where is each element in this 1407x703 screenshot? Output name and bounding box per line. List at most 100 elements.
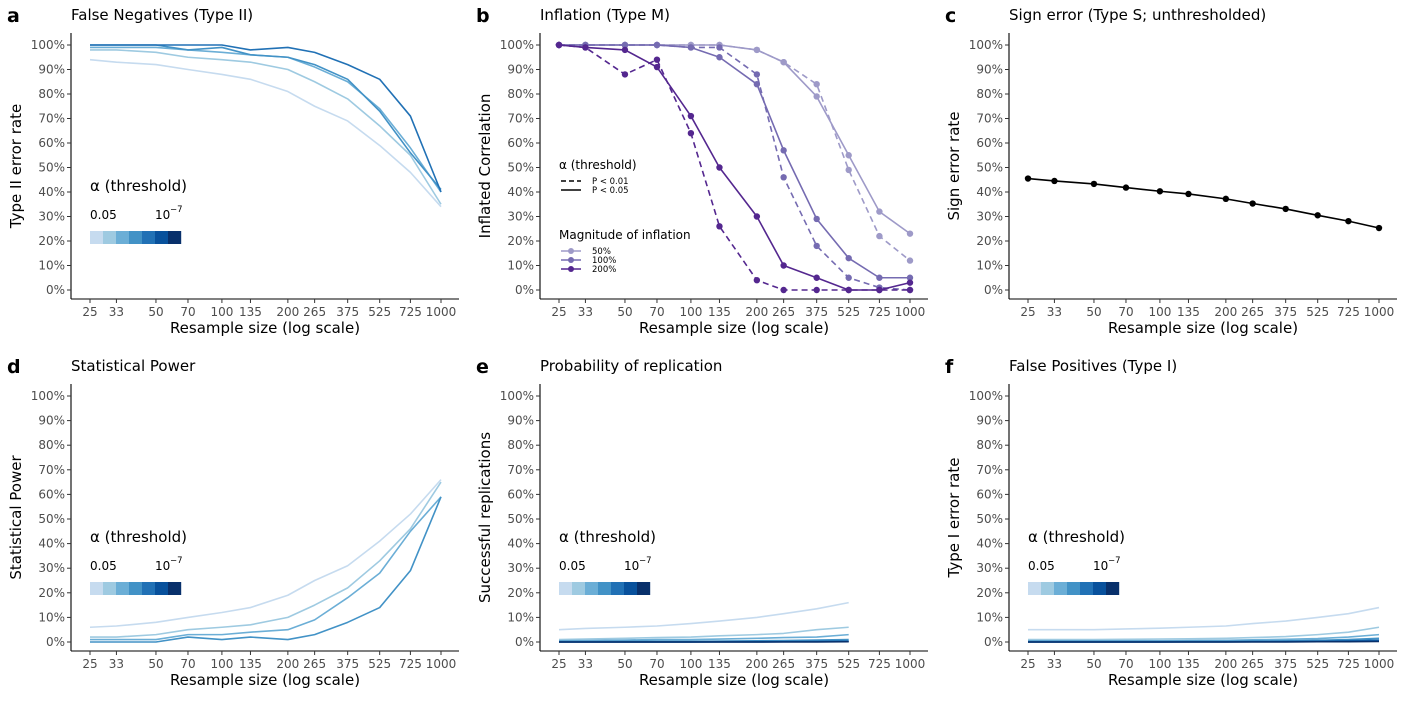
x-axis-title: Resample size (log scale) — [170, 319, 360, 337]
y-tick-label: 80% — [976, 87, 1003, 101]
legend-swatch — [1093, 582, 1107, 595]
y-tick-label: 20% — [507, 586, 534, 600]
x-tick-label: 375 — [336, 657, 359, 671]
magnitude-legend-label: 200% — [592, 265, 616, 275]
legend-label-right-exponent: −7 — [639, 556, 652, 566]
data-point — [1345, 217, 1352, 225]
x-tick-label: 265 — [1241, 657, 1264, 671]
panel-title: False Negatives (Type II) — [71, 6, 253, 24]
alpha-legend: α (threshold) 0.05 10 −7 — [1028, 528, 1125, 595]
data-point — [753, 71, 761, 78]
series-line — [90, 496, 442, 641]
legend-swatch — [585, 582, 599, 595]
series-line — [90, 481, 442, 638]
data-point — [653, 41, 661, 49]
inflation-legend: α (threshold) P < 0.01P < 0.05 Magnitude o… — [559, 158, 691, 275]
y-tick-label: 30% — [976, 210, 1003, 224]
legend-label-left: 0.05 — [90, 208, 117, 222]
y-tick-label: 100% — [500, 38, 534, 52]
data-point — [1090, 180, 1098, 188]
panel-d: d Statistical Power 0% 10% 20% 30% 40% 50% 60% 70… — [7, 356, 459, 689]
y-axis-title: Type I error rate — [945, 458, 963, 579]
series-line — [559, 44, 911, 291]
y-tick-label: 100% — [500, 389, 534, 403]
series-line — [558, 44, 910, 291]
y-tick-label: 80% — [507, 438, 534, 452]
data-point — [687, 130, 695, 137]
data-point — [1185, 190, 1192, 198]
legend-swatch — [624, 582, 638, 595]
x-tick-label: 375 — [1274, 305, 1297, 319]
y-axis-title: Statistical Power — [7, 455, 25, 580]
data-point — [906, 274, 914, 281]
legend-label-right: 10 — [624, 559, 639, 573]
panel-title: Statistical Power — [71, 357, 196, 375]
magnitude-legend-label: 50% — [592, 247, 611, 257]
data-point — [1024, 175, 1032, 182]
y-tick-label: 10% — [976, 610, 1003, 624]
x-tick-label: 25 — [1020, 657, 1035, 671]
y-tick-label: 80% — [38, 87, 65, 101]
data-point — [780, 286, 787, 294]
x-tick-label: 135 — [239, 305, 262, 319]
y-tick-label: 60% — [507, 136, 534, 150]
legend-label-right: 10 — [1093, 559, 1108, 573]
data-point — [780, 262, 787, 269]
x-tick-label: 265 — [303, 305, 326, 319]
series-line — [1028, 606, 1380, 631]
x-tick-label: 25 — [551, 657, 566, 671]
legend-swatch — [103, 231, 117, 244]
series-line — [90, 44, 442, 191]
x-tick-label: 50 — [1086, 657, 1101, 671]
x-tick-label: 265 — [1241, 305, 1264, 319]
x-axis-title: Resample size (log scale) — [639, 319, 829, 337]
data-point — [687, 112, 695, 120]
y-tick-label: 60% — [976, 487, 1003, 501]
x-tick-label: 135 — [1177, 657, 1200, 671]
data-point — [813, 242, 820, 250]
data-point — [1156, 188, 1164, 195]
data-point — [753, 213, 761, 220]
y-tick-label: 80% — [38, 438, 65, 452]
x-tick-label: 50 — [617, 305, 632, 319]
data-point — [582, 44, 589, 51]
y-tick-label: 40% — [38, 537, 65, 551]
x-axis-title: Resample size (log scale) — [1108, 319, 1298, 337]
legend-swatch — [1080, 582, 1094, 595]
x-tick-label: 1000 — [895, 657, 926, 671]
y-tick-label: 10% — [38, 610, 65, 624]
data-point — [813, 93, 820, 100]
legend-swatch — [637, 582, 651, 595]
y-tick-label: 60% — [976, 136, 1003, 150]
data-point — [716, 164, 723, 171]
x-tick-label: 725 — [868, 657, 891, 671]
series-line — [90, 49, 442, 205]
x-tick-label: 375 — [805, 305, 828, 319]
data-point — [780, 174, 787, 181]
x-tick-label: 200 — [1214, 657, 1237, 671]
data-point — [753, 277, 761, 284]
data-point — [876, 208, 883, 215]
data-point — [845, 274, 852, 281]
x-tick-label: 33 — [578, 657, 593, 671]
legend-swatch — [168, 231, 182, 244]
y-tick-label: 30% — [507, 210, 534, 224]
y-tick-label: 70% — [507, 463, 534, 477]
x-tick-label: 70 — [649, 657, 664, 671]
series-line — [89, 58, 442, 208]
x-tick-label: 525 — [837, 305, 860, 319]
x-tick-label: 50 — [148, 657, 163, 671]
data-point — [906, 286, 914, 294]
y-tick-label: 100% — [969, 38, 1003, 52]
y-tick-label: 30% — [38, 561, 65, 575]
series-line — [559, 44, 911, 262]
y-tick-label: 70% — [976, 112, 1003, 126]
series-line — [559, 44, 911, 235]
data-point — [780, 147, 787, 154]
data-point — [813, 274, 820, 281]
x-tick-label: 265 — [772, 657, 795, 671]
data-point — [1282, 205, 1289, 213]
y-tick-label: 0% — [984, 635, 1003, 649]
legend-swatch — [155, 582, 169, 595]
